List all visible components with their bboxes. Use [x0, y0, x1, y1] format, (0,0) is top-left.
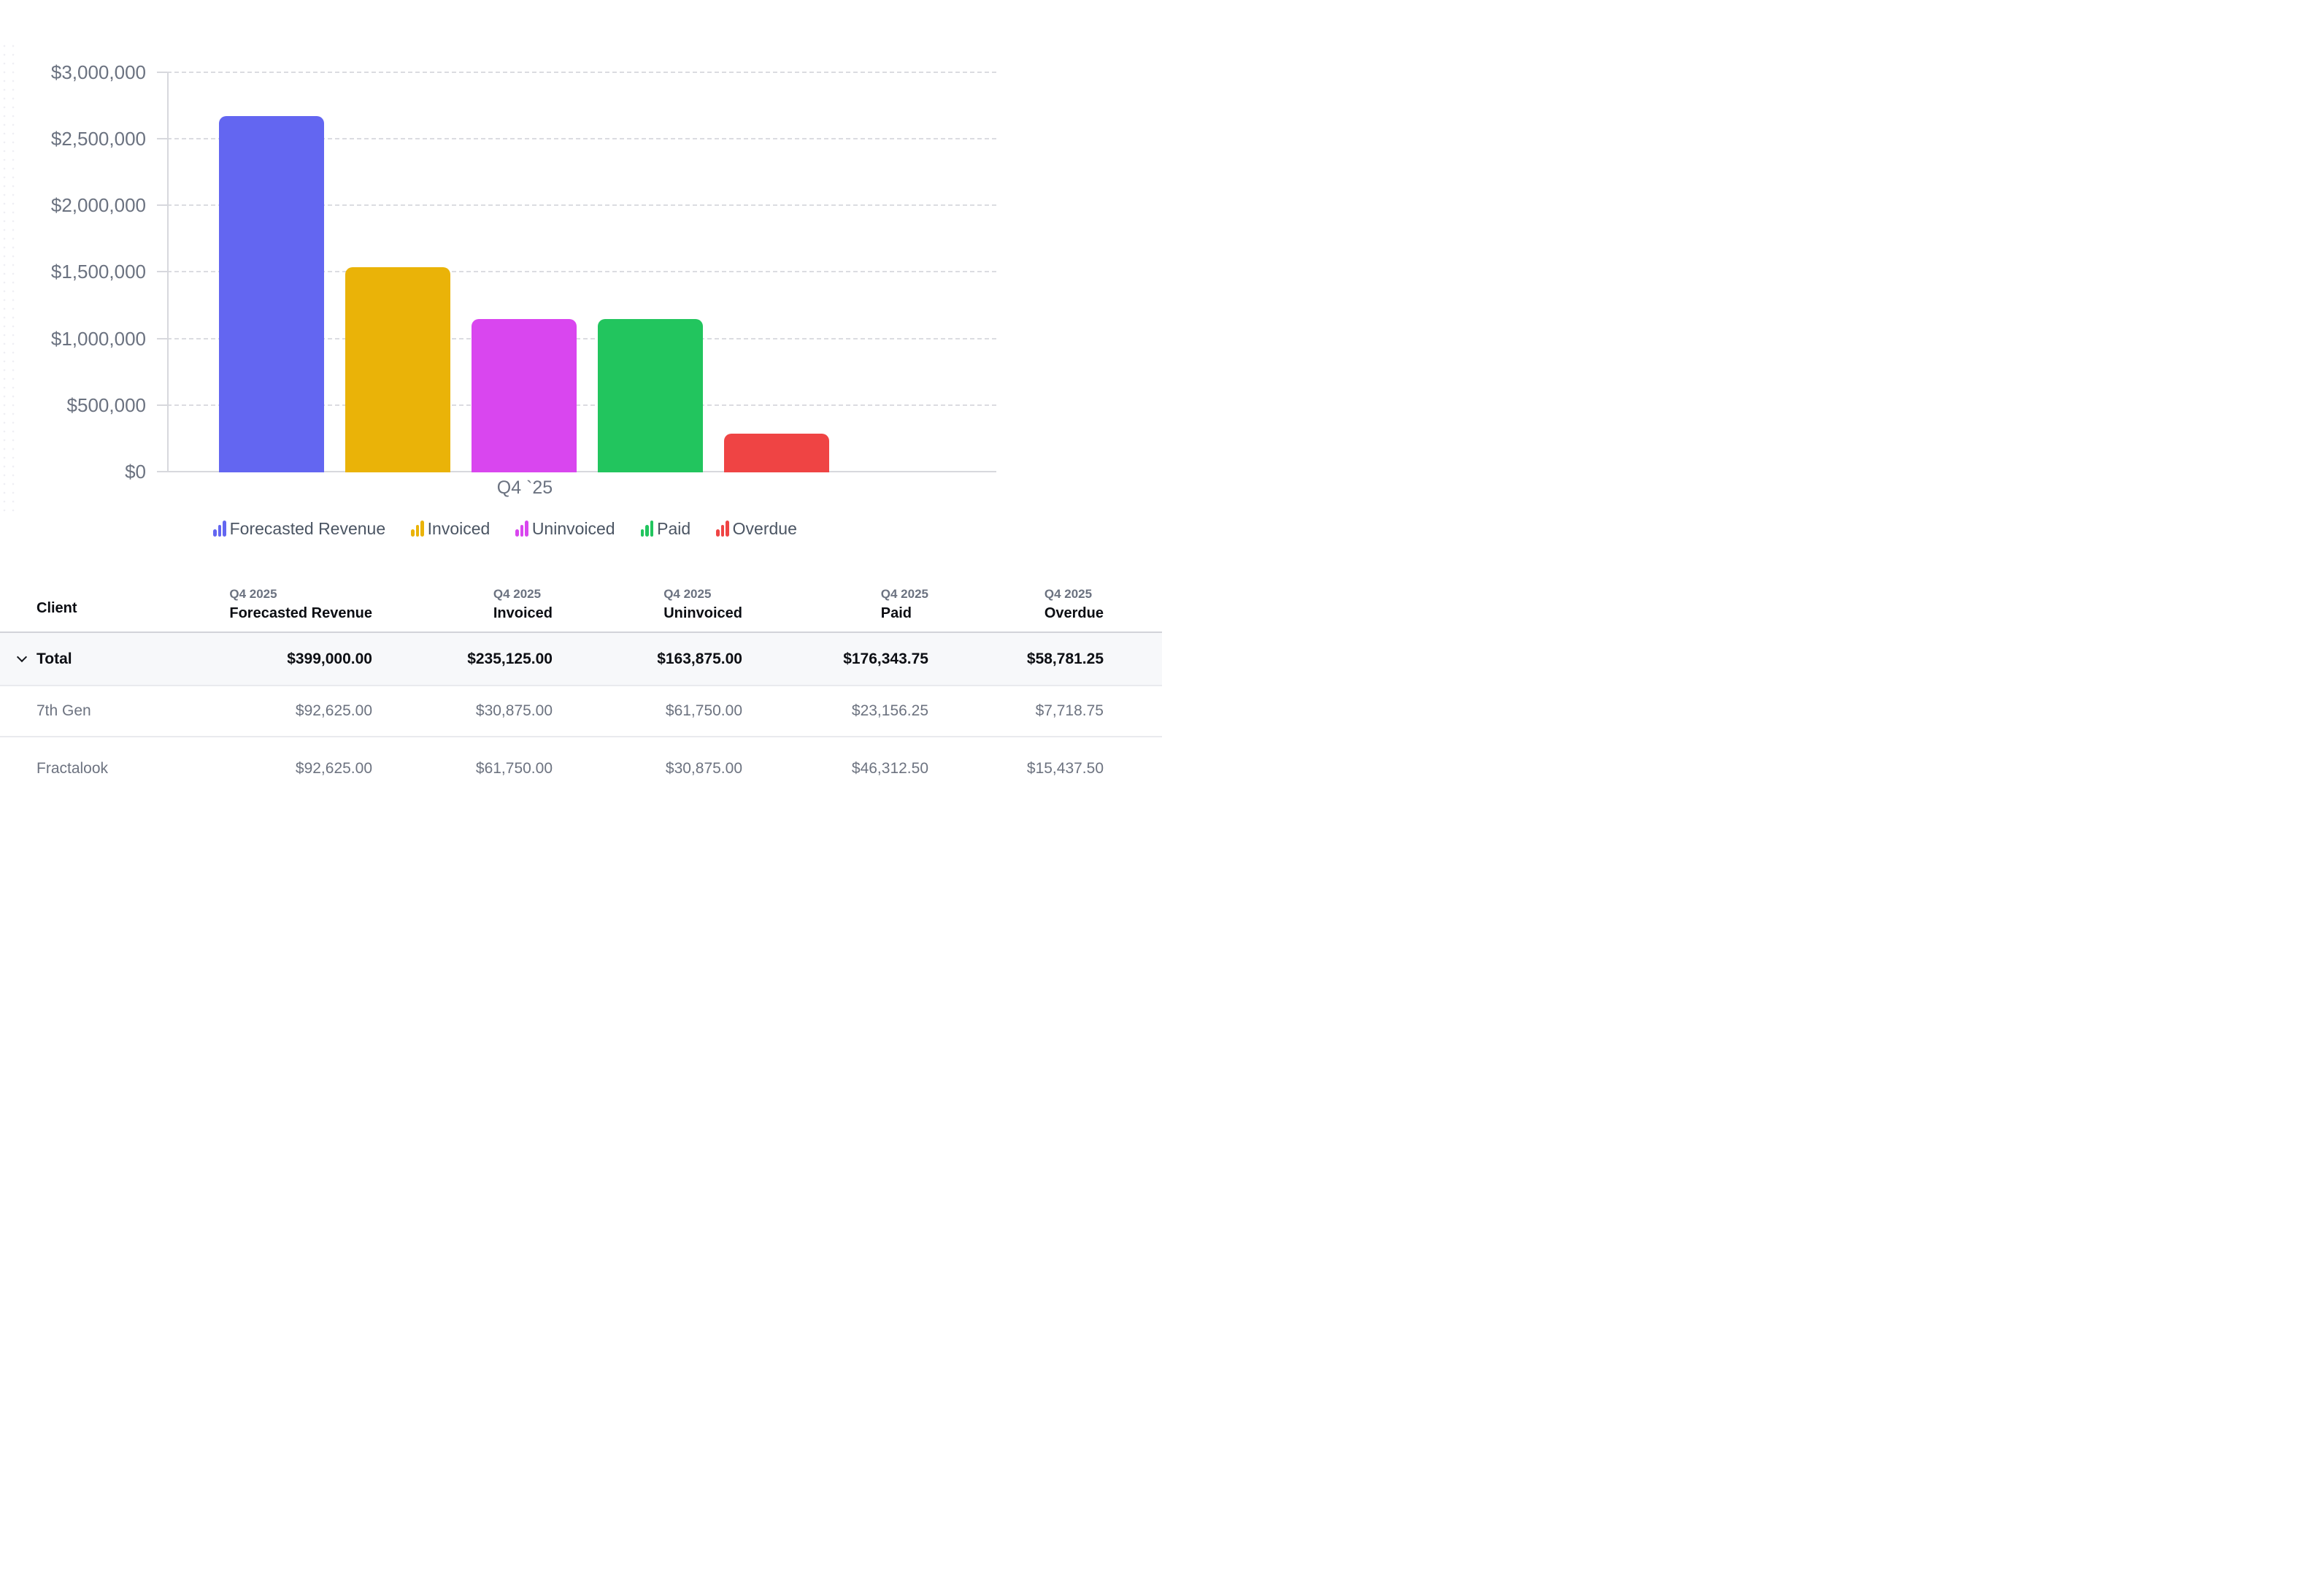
client-name-cell: Fractalook [0, 737, 182, 800]
y-axis-tick [157, 337, 167, 339]
value-cell-uninvoiced: $163,875.00 [553, 632, 742, 686]
table-row-7th-gen: 7th Gen $92,625.00 $30,875.00 $61,750.00 $23… [0, 686, 1162, 737]
gridline [167, 71, 996, 73]
y-axis-tick-label: $1,500,000 [50, 261, 146, 283]
legend-label: Forecasted Revenue [229, 518, 386, 538]
value-cell-invoiced: $61,750.00 [475, 760, 553, 777]
gridline [167, 137, 996, 139]
value-cell-invoiced: $235,125.00 [372, 632, 553, 686]
column-header-overdue: Q4 2025 Overdue [928, 562, 1162, 633]
value-cell-paid: $46,312.50 [851, 760, 928, 777]
column-metric-label: Invoiced [493, 605, 553, 621]
chevron-down-icon[interactable] [18, 653, 26, 661]
y-axis-tick [157, 71, 167, 73]
y-axis-tick-label: $2,500,000 [50, 127, 146, 150]
column-metric-label: Uninvoiced [663, 605, 742, 621]
column-period-label: Q4 2025 [229, 587, 277, 601]
client-name-cell: 7th Gen [0, 686, 182, 737]
column-header-client: Client [0, 562, 182, 633]
gridline [167, 404, 996, 406]
legend-label: Overdue [732, 518, 797, 538]
clients-table: Client Q4 2025 Forecasted Revenue Q4 2025 I… [0, 562, 1162, 800]
background-dot-pattern [0, 42, 15, 516]
y-axis-line [167, 72, 169, 472]
legend-item-overdue[interactable]: Overdue [716, 519, 797, 539]
mini-bar-chart-icon-overdue [716, 521, 729, 537]
y-axis-tick [157, 271, 167, 273]
client-header-label: Client [36, 600, 77, 616]
value-cell-forecasted-revenue: $399,000.00 [182, 632, 372, 686]
client-name: 7th Gen [36, 702, 91, 719]
y-axis-tick-label: $3,000,000 [50, 61, 146, 83]
gridline [167, 271, 996, 273]
value-cell-uninvoiced: $30,875.00 [665, 760, 742, 777]
bar-invoiced[interactable] [345, 266, 450, 472]
value-cell-paid: $176,343.75 [742, 632, 928, 686]
legend-label: Uninvoiced [531, 518, 615, 538]
table-header-row: Client Q4 2025 Forecasted Revenue Q4 2025 I… [0, 562, 1162, 633]
bar-uninvoiced[interactable] [472, 319, 577, 472]
bar-overdue[interactable] [724, 433, 829, 472]
y-axis-tick-label: $1,000,000 [50, 327, 146, 350]
mini-bar-chart-icon-paid [640, 521, 654, 537]
column-header-invoiced: Q4 2025 Invoiced [372, 562, 553, 633]
mini-bar-chart-icon-invoiced [411, 521, 424, 537]
revenue-bar-chart: $3,000,000 $2,500,000 $2,000,000 $1,500,000… [0, 0, 1162, 555]
column-metric-label: Forecasted Revenue [229, 605, 372, 621]
value-cell-invoiced: $30,875.00 [372, 686, 553, 737]
bar-paid[interactable] [598, 319, 703, 472]
gridline [167, 337, 996, 339]
client-name: Fractalook [36, 760, 109, 777]
column-header-paid: Q4 2025 Paid [742, 562, 928, 633]
legend-item-paid[interactable]: Paid [640, 518, 691, 539]
value-cell-overdue: $7,718.75 [928, 686, 1162, 737]
mini-bar-chart-icon-uninvoiced [515, 521, 528, 537]
x-axis-label: Q4 `25 [496, 477, 553, 498]
column-metric-label: Paid [880, 605, 912, 621]
value-cell-overdue: $58,781.25 [928, 632, 1162, 686]
bar-forecasted-revenue[interactable] [219, 115, 324, 472]
client-name-cell: Total [0, 632, 182, 686]
column-header-uninvoiced: Q4 2025 Uninvoiced [553, 562, 742, 633]
column-metric-label: Overdue [1044, 605, 1104, 621]
column-period-label: Q4 2025 [493, 587, 542, 601]
table-row-total: Total $399,000.00 $235,125.00 $163,875.00 $1… [0, 632, 1162, 686]
legend-item-forecasted-revenue[interactable]: Forecasted Revenue [213, 519, 385, 539]
x-axis-baseline [157, 471, 996, 472]
value-cell-uninvoiced: $61,750.00 [553, 686, 742, 737]
column-header-forecasted-revenue: Q4 2025 Forecasted Revenue [182, 562, 372, 633]
revenue-dashboard: $3,000,000 $2,500,000 $2,000,000 $1,500,000… [0, 0, 1162, 796]
legend-label: Invoiced [427, 518, 490, 538]
legend-label: Paid [657, 518, 691, 538]
y-axis-tick-label: $2,000,000 [50, 194, 146, 216]
y-axis-tick-label: $0 [125, 461, 146, 483]
y-axis-tick [157, 137, 167, 139]
legend-item-uninvoiced[interactable]: Uninvoiced [515, 519, 615, 539]
value-cell-overdue: $15,437.50 [1026, 760, 1104, 777]
y-axis-tick-label: $500,000 [66, 394, 146, 416]
column-period-label: Q4 2025 [880, 587, 928, 601]
mini-bar-chart-icon-forecasted-revenue [213, 521, 226, 537]
chart-legend: Forecasted Revenue Invoiced Uninvoiced Paid… [14, 511, 996, 546]
y-axis-tick [157, 204, 167, 206]
legend-item-invoiced[interactable]: Invoiced [411, 519, 490, 539]
value-cell-forecasted-revenue: $92,625.00 [182, 686, 372, 737]
table-row-fractalook: Fractalook $92,625.00 $61,750.00 $30,875.00… [0, 737, 1162, 800]
column-period-label: Q4 2025 [1044, 587, 1093, 601]
value-cell-forecasted-revenue: $92,625.00 [295, 760, 372, 777]
value-cell-paid: $23,156.25 [742, 686, 928, 737]
client-name: Total [36, 650, 72, 667]
column-period-label: Q4 2025 [663, 587, 712, 601]
gridline [167, 204, 996, 206]
y-axis-tick [157, 404, 167, 406]
